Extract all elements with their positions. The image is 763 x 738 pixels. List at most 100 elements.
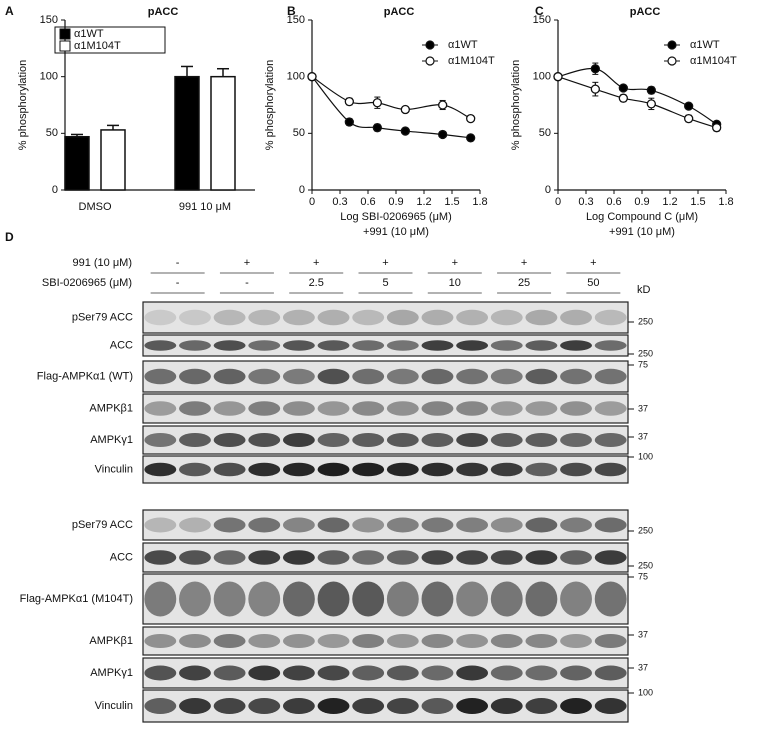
blot-strip — [142, 689, 629, 723]
blot-band — [386, 581, 419, 617]
blot-band — [560, 462, 592, 477]
blot-band — [421, 340, 454, 351]
blot-strip — [142, 455, 629, 484]
blot-band — [248, 581, 281, 617]
legend-swatch — [59, 28, 71, 40]
blot-label: Vinculin — [95, 700, 133, 712]
blot-band — [213, 340, 246, 351]
blot-band — [594, 634, 627, 648]
blot-band — [421, 401, 454, 416]
blot-band — [144, 517, 177, 533]
x-tick-label: 1.5 — [690, 196, 705, 208]
y-tick-label: 150 — [287, 14, 305, 26]
fit-curve — [311, 76, 471, 120]
legend-swatch — [59, 40, 71, 52]
legend-label: α1M104T — [74, 40, 121, 52]
blot-band — [352, 433, 385, 447]
blot-label: pSer79 ACC — [72, 519, 133, 531]
blot-band — [144, 433, 177, 447]
blot-band — [317, 340, 350, 351]
x-tick-label: 0.3 — [578, 196, 593, 208]
blot-band — [386, 401, 419, 416]
y-axis-label: % phosphorylation — [264, 60, 276, 151]
blot-strip — [142, 301, 629, 334]
blot-label: pSer79 ACC — [72, 311, 133, 323]
blot-band — [179, 368, 211, 385]
blot-label: Flag-AMPKα1 (M104T) — [20, 593, 133, 605]
blot-band — [248, 698, 281, 714]
point — [438, 100, 448, 110]
blot-band — [490, 433, 523, 447]
blot-background — [142, 393, 629, 424]
blot-label: AMPKβ1 — [89, 635, 133, 647]
bar — [100, 129, 126, 191]
blot-band — [560, 368, 592, 385]
blot-band — [179, 665, 211, 681]
blot-band — [456, 581, 489, 617]
point — [712, 123, 722, 133]
blot-band — [213, 368, 246, 385]
legend-marker — [425, 40, 435, 50]
blot-band — [144, 634, 177, 648]
blot-band — [525, 340, 558, 351]
blot-band — [490, 698, 523, 714]
blot-band — [248, 634, 281, 648]
blot-band — [456, 550, 489, 565]
legend-label: α1M104T — [448, 55, 495, 67]
blot-band — [179, 550, 211, 565]
marker-label: 37 — [638, 662, 648, 672]
blot-band — [421, 368, 454, 385]
blot-strip — [142, 573, 629, 625]
blot-label: Flag-AMPKα1 (WT) — [37, 370, 133, 382]
blot-band — [421, 581, 454, 617]
header-label: SBI-0206965 (μM) — [42, 277, 132, 289]
panel-label: B — [287, 4, 296, 18]
blot-band — [490, 665, 523, 681]
point — [372, 123, 382, 133]
blot-band — [352, 401, 385, 416]
blot-band — [386, 634, 419, 648]
blot-label: ACC — [110, 339, 133, 351]
x-axis-label: Log Compound C (μM) — [586, 211, 698, 223]
blot-band — [456, 433, 489, 447]
blot-band — [456, 517, 489, 533]
point — [344, 117, 354, 127]
blot-band — [213, 462, 246, 477]
blot-band — [282, 698, 315, 714]
blot-band — [386, 433, 419, 447]
blot-band — [213, 401, 246, 416]
blot-band — [144, 340, 177, 351]
x-tick-label: 0.9 — [634, 196, 649, 208]
marker-label: 250 — [638, 316, 653, 326]
blot-label: ACC — [110, 551, 133, 563]
blot-band — [386, 340, 419, 351]
blot-band — [248, 550, 281, 565]
blot-band — [386, 368, 419, 385]
blot-band — [560, 698, 592, 714]
blot-band — [352, 340, 385, 351]
blot-band — [490, 309, 523, 326]
blot-band — [144, 368, 177, 385]
blot-band — [594, 401, 627, 416]
blot-band — [248, 462, 281, 477]
blot-band — [248, 401, 281, 416]
blot-band — [179, 309, 211, 326]
y-tick-label: 0 — [299, 184, 305, 196]
blot-band — [213, 698, 246, 714]
blot-band — [352, 698, 385, 714]
x-tick-label: 1.8 — [718, 196, 733, 208]
blot-band — [317, 368, 350, 385]
blot-strip — [142, 509, 629, 541]
blot-band — [352, 581, 385, 617]
blot-band — [352, 665, 385, 681]
chart-title: pACC — [384, 6, 415, 18]
blot-band — [248, 368, 281, 385]
blot-band — [490, 340, 523, 351]
blot-label: Vinculin — [95, 463, 133, 475]
blot-band — [525, 517, 558, 533]
blot-band — [179, 340, 211, 351]
blot-band — [179, 581, 211, 617]
y-axis-label: % phosphorylation — [17, 60, 29, 151]
blot-band — [421, 634, 454, 648]
blot-band — [456, 340, 489, 351]
